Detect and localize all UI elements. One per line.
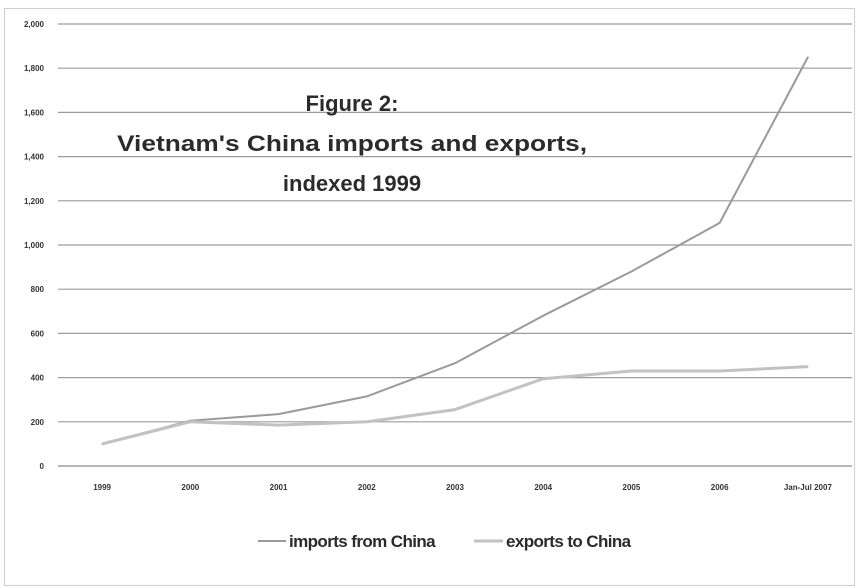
y-tick-label: 1,000 <box>24 241 45 250</box>
data-point <box>365 395 368 398</box>
chart-title-line-2: Vietnam's China imports and exports, <box>117 131 587 156</box>
y-tick-label: 800 <box>31 285 45 294</box>
chart-title-line-3: indexed 1999 <box>283 171 421 196</box>
chart-title: Figure 2: Vietnam's China imports and ex… <box>117 91 587 196</box>
data-point <box>807 56 809 58</box>
data-point <box>189 421 192 423</box>
data-point <box>277 413 280 415</box>
y-tick-label: 400 <box>31 374 45 383</box>
y-tick-label: 2,000 <box>24 20 45 29</box>
y-tick-label: 200 <box>31 418 45 427</box>
x-tick-label: Jan-Jul 2007 <box>784 483 833 492</box>
data-point <box>542 314 545 317</box>
x-axis-tick-labels: 1999 2000 2001 2002 2003 2004 2005 2006 Jan-Jul … <box>93 483 832 492</box>
data-point <box>101 443 103 445</box>
x-tick-label: 2006 <box>711 483 729 492</box>
data-point <box>718 370 721 372</box>
data-point <box>454 408 456 411</box>
y-tick-label: 0 <box>40 462 45 471</box>
data-point <box>454 362 456 365</box>
legend: imports from China exports to China <box>258 532 632 551</box>
y-tick-label: 1,200 <box>24 197 45 206</box>
chart-title-line-1: Figure 2: <box>306 91 399 116</box>
y-tick-label: 600 <box>31 329 45 338</box>
x-tick-label: 1999 <box>93 483 111 492</box>
x-tick-label: 2005 <box>623 483 641 492</box>
data-point <box>277 424 280 426</box>
data-point <box>807 365 809 368</box>
legend-label-exports: exports to China <box>506 532 632 551</box>
data-point <box>718 222 721 224</box>
series-lines <box>101 56 809 446</box>
y-tick-label: 1,400 <box>24 153 45 162</box>
chart-frame <box>4 8 855 586</box>
data-point <box>630 270 633 273</box>
data-point <box>542 377 545 380</box>
x-tick-label: 2004 <box>534 483 552 492</box>
x-tick-label: 2000 <box>181 483 199 492</box>
data-point <box>365 421 368 423</box>
legend-label-imports: imports from China <box>289 532 436 551</box>
x-tick-label: 2002 <box>358 483 376 492</box>
series-line-imports <box>101 56 809 445</box>
y-tick-label: 1,600 <box>24 108 45 117</box>
y-axis-tick-labels: 0 200 400 600 800 1,000 1,200 1,400 1,600 1,800 2,… <box>24 20 45 471</box>
gridlines <box>58 23 852 467</box>
data-point <box>630 370 633 372</box>
x-tick-label: 2003 <box>446 483 464 492</box>
y-tick-label: 1,800 <box>24 64 45 73</box>
x-tick-label: 2001 <box>270 483 288 492</box>
